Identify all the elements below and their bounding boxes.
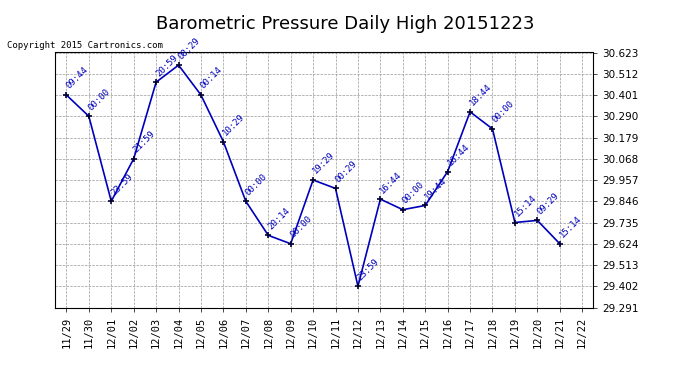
Text: 00:29: 00:29 [333,159,359,184]
Text: 20:59: 20:59 [154,53,179,78]
Text: 00:00: 00:00 [401,180,426,206]
Text: 16:44: 16:44 [446,142,471,167]
Text: 08:29: 08:29 [177,36,201,61]
Text: 20:14: 20:14 [266,206,291,231]
Text: 15:14: 15:14 [513,193,538,218]
Text: 00:14: 00:14 [199,66,224,91]
Text: 21:59: 21:59 [132,129,157,154]
Text: Copyright 2015 Cartronics.com: Copyright 2015 Cartronics.com [7,41,163,50]
Text: 19:44: 19:44 [423,176,448,201]
Text: 18:44: 18:44 [468,82,493,108]
Text: Pressure  (Inches/Hg): Pressure (Inches/Hg) [544,28,657,38]
Text: 19:29: 19:29 [311,150,336,176]
Text: 00:00: 00:00 [244,172,269,197]
Text: 23:59: 23:59 [356,257,381,282]
Text: 00:00: 00:00 [288,214,314,240]
Text: 00:00: 00:00 [491,99,515,125]
Text: 16:44: 16:44 [378,170,404,195]
Text: 09:44: 09:44 [64,66,90,91]
Text: 09:29: 09:29 [535,191,560,216]
Text: Barometric Pressure Daily High 20151223: Barometric Pressure Daily High 20151223 [156,15,534,33]
Text: 15:14: 15:14 [558,214,583,240]
Text: 23:59: 23:59 [109,172,135,197]
Text: 10:29: 10:29 [221,112,246,138]
Text: 00:00: 00:00 [87,87,112,112]
